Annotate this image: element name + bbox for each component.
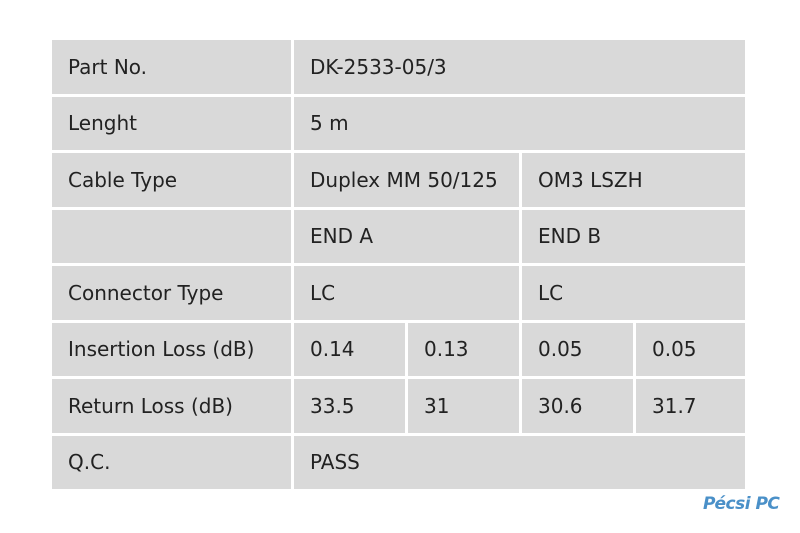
cell: END B [522, 209, 748, 266]
row-label: Return Loss (dB) [52, 379, 294, 436]
cell: Duplex MM 50/125 [294, 153, 522, 210]
cell: 31.7 [636, 379, 748, 436]
cell: LC [522, 266, 748, 323]
cell: PASS [294, 435, 748, 492]
row-label [52, 209, 294, 266]
logo: Pécsi PC [703, 494, 780, 514]
cell: 0.13 [408, 322, 522, 379]
cell: END A [294, 209, 522, 266]
row-label: Lenght [52, 96, 294, 153]
row-label: Cable Type [52, 153, 294, 210]
cell: 0.05 [636, 322, 748, 379]
cell: 30.6 [522, 379, 636, 436]
cell: 5 m [294, 96, 748, 153]
cell: 31 [408, 379, 522, 436]
cell: LC [294, 266, 522, 323]
row-label: Q.C. [52, 435, 294, 492]
cell: OM3 LSZH [522, 153, 748, 210]
row-label: Connector Type [52, 266, 294, 323]
spec-table: Part No. DK-2533-05/3 Lenght 5 m Cable Type D… [52, 40, 748, 492]
cell: 33.5 [294, 379, 408, 436]
row-label: Insertion Loss (dB) [52, 322, 294, 379]
cell: DK-2533-05/3 [294, 40, 748, 97]
cell: 0.14 [294, 322, 408, 379]
cell: 0.05 [522, 322, 636, 379]
row-label: Part No. [52, 40, 294, 97]
